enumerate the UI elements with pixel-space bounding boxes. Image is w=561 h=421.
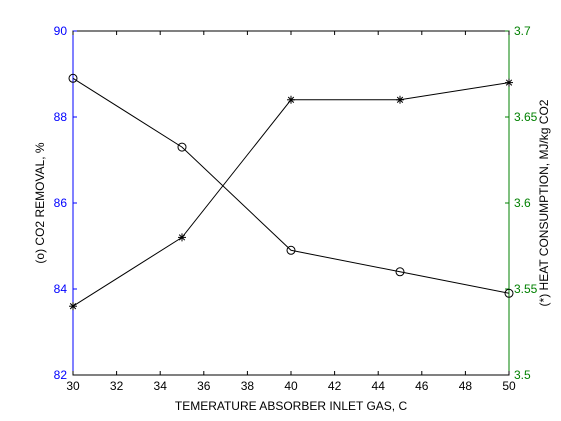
co2-removal-line [72, 77, 510, 294]
right-y-axis-label: (*) HEAT CONSUMPTION, MJ/kg CO2 [537, 99, 551, 306]
x-tick-label: 48 [459, 379, 473, 393]
asterisk-marker [396, 95, 404, 104]
left-y-tick-label: 90 [54, 24, 68, 38]
asterisk-marker [287, 95, 295, 104]
right-y-tick-label: 3.7 [514, 24, 531, 38]
right-y-tick-label: 3.5 [514, 368, 531, 382]
left-y-tick-label: 84 [54, 282, 68, 296]
x-tick-label: 42 [328, 379, 342, 393]
plot-area [72, 30, 510, 376]
asterisk-stroke [287, 96, 295, 103]
series-layer [68, 73, 514, 311]
circle-marker [504, 288, 514, 298]
left-y-tick-label: 86 [54, 196, 68, 210]
asterisk-stroke [178, 234, 186, 241]
x-tick-label: 50 [502, 379, 516, 393]
x-tick-label: 46 [415, 379, 429, 393]
circle-marker [395, 267, 405, 277]
left-y-tick-label: 82 [54, 368, 68, 382]
x-tick-label: 32 [110, 379, 124, 393]
plot-frame [72, 30, 510, 376]
x-tick-label: 40 [284, 379, 298, 393]
left-y-tick-label: 88 [54, 110, 68, 124]
x-tick-label: 34 [154, 379, 168, 393]
x-tick-label: 36 [197, 379, 211, 393]
right-y-axis: 3.5 3.55 3.6 3.65 3.7 [505, 24, 538, 382]
right-y-tick-label: 3.55 [514, 282, 538, 296]
x-axis-label: TEMERATURE ABSORBER INLET GAS, C [175, 399, 408, 413]
circle-marker [68, 73, 78, 83]
left-y-axis-label: (o) CO2 REMOVAL, % [33, 142, 47, 263]
asterisk-stroke [396, 96, 404, 103]
circle-marker [177, 142, 187, 152]
heat-consumption-series [69, 78, 513, 311]
right-y-tick-label: 3.6 [514, 196, 531, 210]
left-y-axis: 82 84 86 88 90 [54, 24, 77, 382]
asterisk-stroke [505, 79, 513, 86]
asterisk-marker [178, 233, 186, 242]
x-axis: 30 32 34 36 38 40 42 44 46 48 50 [66, 31, 516, 393]
right-y-tick-label: 3.65 [514, 110, 538, 124]
asterisk-stroke [69, 303, 77, 310]
x-tick-label: 44 [372, 379, 386, 393]
x-tick-label: 30 [66, 379, 80, 393]
circle-marker [286, 245, 296, 255]
x-tick-label: 38 [241, 379, 255, 393]
asterisk-marker [505, 78, 513, 87]
asterisk-marker [69, 302, 77, 311]
co2-removal-series [68, 73, 514, 298]
